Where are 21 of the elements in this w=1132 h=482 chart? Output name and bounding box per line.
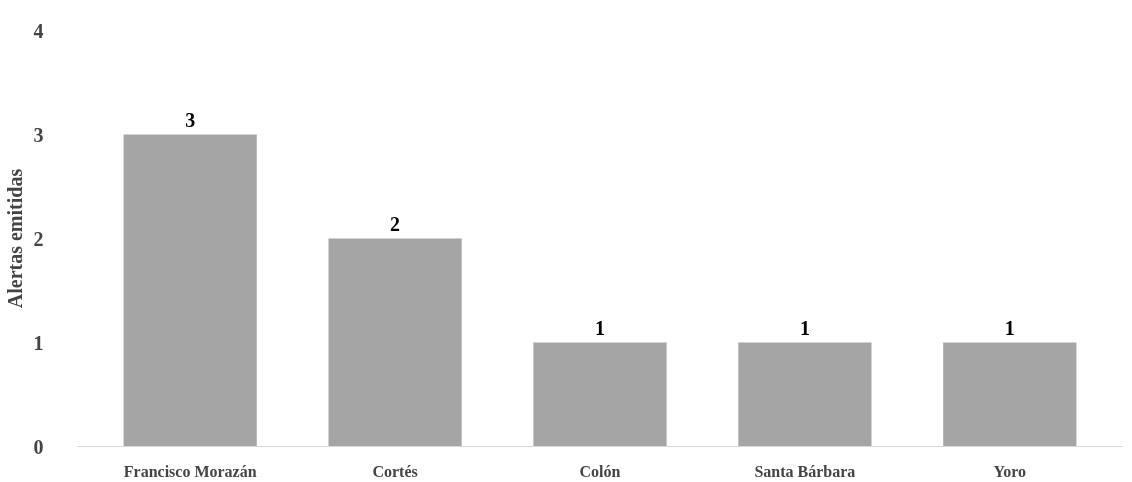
y-tick-label: 3 <box>33 123 44 146</box>
data-label: 3 <box>185 108 196 131</box>
data-label: 1 <box>595 316 605 339</box>
bar <box>533 342 667 447</box>
x-tick-label: Cortés <box>372 462 418 480</box>
x-tick-label: Francisco Morazán <box>123 462 257 480</box>
data-label: 1 <box>799 316 810 339</box>
bar <box>738 342 872 447</box>
bar <box>943 342 1077 447</box>
bar <box>328 238 462 447</box>
y-tick-label: 0 <box>33 435 44 458</box>
y-tick-label: 4 <box>33 19 44 42</box>
data-label: 2 <box>390 212 401 235</box>
bar <box>123 134 257 447</box>
x-tick-label: Yoro <box>993 462 1027 480</box>
x-tick-label: Santa Bárbara <box>754 462 856 480</box>
y-tick-label: 1 <box>33 331 44 354</box>
y-tick-label: 2 <box>33 227 44 250</box>
x-tick-label: Colón <box>579 462 621 480</box>
data-label: 1 <box>1004 316 1015 339</box>
y-axis-title: Alertas emitidas <box>3 168 26 309</box>
